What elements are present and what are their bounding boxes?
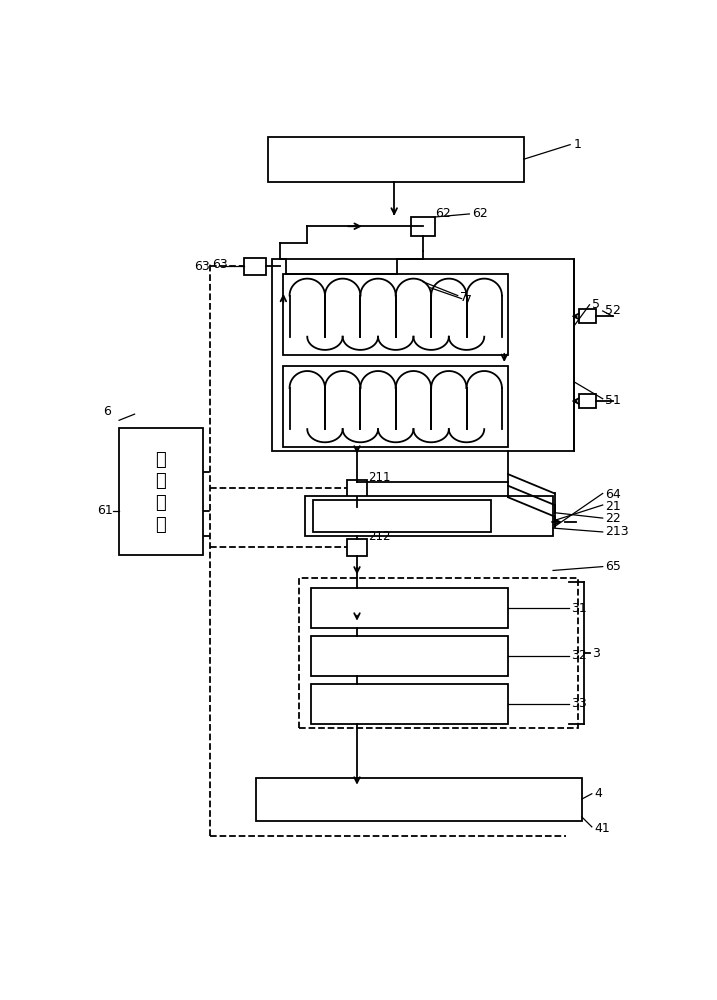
- Text: 7: 7: [464, 294, 472, 307]
- Text: 21: 21: [605, 500, 621, 513]
- Bar: [119, 428, 203, 555]
- Bar: [347, 480, 367, 497]
- Text: 4: 4: [594, 787, 602, 800]
- Bar: [283, 366, 508, 447]
- Text: 63: 63: [194, 260, 210, 273]
- Text: 控: 控: [156, 451, 166, 469]
- Text: 62: 62: [473, 207, 488, 220]
- Bar: [313, 500, 491, 532]
- Text: 32: 32: [571, 649, 587, 662]
- Text: 5: 5: [592, 298, 600, 311]
- Bar: [579, 394, 597, 408]
- Text: 52: 52: [605, 304, 621, 317]
- Text: 22: 22: [605, 512, 621, 525]
- Text: 31: 31: [571, 602, 587, 615]
- Bar: [347, 539, 367, 556]
- Text: 元: 元: [156, 516, 166, 534]
- Bar: [310, 684, 508, 724]
- Text: 7: 7: [460, 291, 468, 304]
- Bar: [283, 274, 508, 355]
- Bar: [299, 578, 578, 728]
- Bar: [256, 778, 581, 821]
- Text: 213: 213: [605, 525, 629, 538]
- Text: 64: 64: [605, 488, 621, 501]
- Text: 6: 6: [103, 405, 111, 418]
- Text: 63: 63: [212, 258, 228, 271]
- Text: 3: 3: [592, 647, 599, 660]
- Bar: [268, 137, 523, 182]
- Text: 单: 单: [156, 494, 166, 512]
- Text: 65: 65: [605, 560, 621, 573]
- Bar: [412, 217, 435, 235]
- Bar: [310, 636, 508, 676]
- Text: 1: 1: [574, 138, 582, 151]
- Text: 51: 51: [605, 394, 621, 407]
- Text: 33: 33: [571, 697, 587, 710]
- Text: 62: 62: [435, 207, 451, 220]
- Bar: [579, 309, 597, 323]
- Bar: [310, 588, 508, 628]
- Text: 制: 制: [156, 472, 166, 490]
- Text: 211: 211: [368, 471, 390, 484]
- Text: 61: 61: [98, 504, 113, 517]
- Bar: [305, 496, 553, 536]
- Bar: [272, 259, 574, 451]
- Text: 41: 41: [594, 822, 610, 835]
- Bar: [244, 258, 265, 275]
- Text: 212: 212: [368, 530, 390, 543]
